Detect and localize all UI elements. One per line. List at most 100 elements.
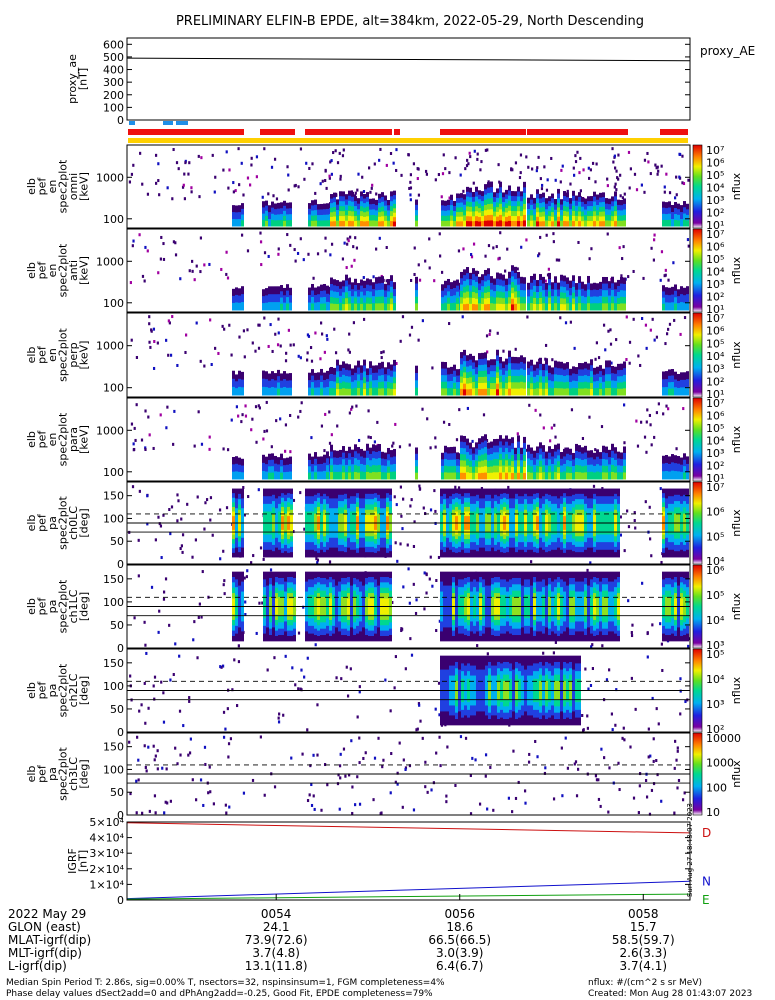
- spectrum-pixel: [560, 458, 563, 467]
- spectrum-pixel: [271, 349, 274, 353]
- spectrum-pixel: [389, 791, 392, 795]
- spectrum-pixel: [339, 196, 342, 202]
- spectrum-pixel: [415, 365, 418, 374]
- spectrum-pixel: [241, 220, 244, 227]
- spectrum-pixel: [274, 214, 277, 221]
- colorbar-label: 10²: [706, 291, 724, 304]
- spectrum-pixel: [262, 462, 265, 472]
- spectrum-pixel: [179, 277, 182, 281]
- spectrum-pixel: [497, 257, 500, 261]
- spectrum-pixel: [235, 405, 239, 409]
- spectrum-pixel: [323, 462, 326, 472]
- spectrum-pixel: [333, 450, 336, 458]
- spectrum-pixel: [330, 277, 333, 285]
- spectrum-pixel: [398, 445, 402, 449]
- spectrum-pixel: [478, 217, 481, 223]
- spectrum-pixel: [539, 472, 542, 480]
- spectrum-pixel: [542, 216, 545, 222]
- spectrum-pixel: [599, 383, 602, 390]
- spectrum-pixel: [578, 451, 581, 460]
- spectrum-pixel: [463, 220, 466, 227]
- spectrum-pixel: [487, 286, 490, 293]
- spectrum-pixel: [584, 204, 587, 211]
- spectrum-pixel: [536, 388, 539, 396]
- spectrum-pixel: [613, 185, 616, 189]
- spectrum-pixel: [493, 206, 496, 213]
- spectrum-pixel: [528, 752, 531, 756]
- spectrum-pixel: [307, 252, 310, 256]
- spectrum-pixel: [581, 295, 584, 304]
- spectrum-pixel: [623, 203, 626, 210]
- spectrum-pixel: [311, 215, 314, 222]
- spectrum-pixel: [308, 459, 311, 467]
- spectrum-pixel: [369, 198, 372, 205]
- ytick-label: 100: [103, 101, 124, 114]
- spectrum-pixel: [602, 465, 605, 473]
- spectrum-pixel: [444, 362, 447, 370]
- spectrum-pixel: [496, 372, 499, 379]
- spectrum-pixel: [594, 357, 597, 361]
- spectrum-pixel: [431, 584, 434, 588]
- spectrum-pixel: [314, 465, 317, 473]
- spectrum-pixel: [590, 206, 593, 212]
- spectrum-pixel: [572, 387, 575, 396]
- spectrum-pixel: [366, 284, 369, 292]
- spectrum-pixel: [444, 302, 447, 311]
- spectrum-pixel: [578, 369, 581, 377]
- spectrum-pixel: [316, 252, 320, 256]
- spectrum-pixel: [221, 324, 224, 328]
- spectrum-pixel: [417, 263, 420, 267]
- spectrum-pixel: [548, 291, 551, 299]
- spectrum-pixel: [514, 375, 517, 383]
- spectrum-pixel: [196, 656, 199, 660]
- spectrum-pixel: [530, 447, 533, 455]
- spectrum-pixel: [323, 350, 326, 354]
- spectrum-pixel: [145, 769, 148, 773]
- ytick-label: 0: [117, 558, 124, 571]
- spectrum-pixel: [569, 220, 572, 227]
- spectrum-pixel: [475, 367, 478, 375]
- spectrum-pixel: [621, 257, 624, 261]
- spectrum-pixel: [487, 204, 490, 211]
- spectrum-pixel: [154, 153, 158, 157]
- spectrum-pixel: [507, 485, 510, 489]
- spectrum-pixel: [356, 188, 359, 192]
- spectrum-pixel: [548, 372, 551, 381]
- spectrum-pixel: [357, 214, 360, 221]
- spectrum-pixel: [326, 465, 329, 473]
- spectrum-pixel: [673, 811, 676, 815]
- spectrum-pixel: [525, 448, 528, 452]
- spectrum-pixel: [490, 187, 493, 194]
- spectrum-pixel: [456, 193, 459, 199]
- spectrum-pixel: [569, 182, 572, 186]
- spectrum-pixel: [575, 457, 578, 466]
- spectrum-pixel: [265, 288, 268, 296]
- spectrum-pixel: [600, 747, 603, 751]
- spectrum-pixel: [265, 471, 268, 480]
- spectrum-pixel: [679, 677, 682, 681]
- spectrum-pixel: [605, 381, 608, 389]
- spectrum-pixel: [198, 195, 201, 199]
- spectrum-pixel: [336, 220, 339, 227]
- spectrum-pixel: [648, 413, 652, 417]
- spectrum-pixel: [587, 369, 590, 377]
- spectrum-pixel: [336, 292, 339, 299]
- spectrum-pixel: [360, 372, 363, 381]
- spectrum-pixel: [181, 185, 185, 189]
- spectrum-pixel: [311, 290, 314, 298]
- spectrum-pixel: [246, 249, 250, 253]
- spectrum-pixel: [539, 442, 542, 449]
- spectrum-pixel: [384, 220, 387, 227]
- spectrum-pixel: [311, 162, 314, 166]
- spectrum-pixel: [333, 216, 336, 222]
- spectrum-pixel: [339, 370, 342, 378]
- spectrum-pixel: [311, 210, 314, 217]
- spectrum-pixel: [358, 736, 361, 740]
- spectrum-pixel: [590, 296, 593, 304]
- spectrum-pixel: [605, 296, 608, 304]
- spectrum-pixel: [314, 215, 317, 222]
- spectrum-pixel: [240, 420, 243, 424]
- spectrum-pixel: [232, 456, 235, 465]
- spectrum-pixel: [438, 735, 441, 739]
- spectrum-pixel: [336, 424, 339, 428]
